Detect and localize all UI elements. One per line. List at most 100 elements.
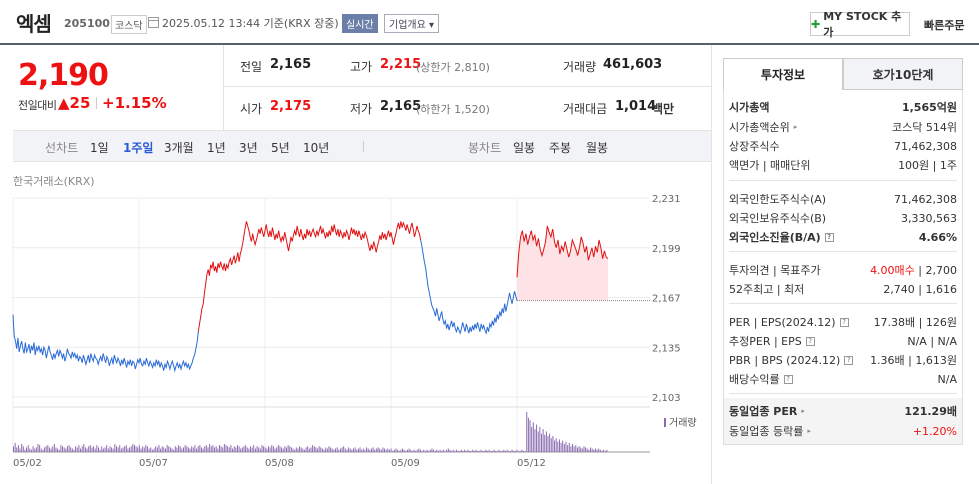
- invest-row-label: 시가총액순위 ▸: [729, 119, 797, 135]
- volume-label: 거래량: [563, 60, 597, 74]
- volume-bar: [287, 445, 289, 452]
- volume-bar: [132, 444, 134, 452]
- volume-bar: [320, 447, 322, 452]
- volume-bar: [473, 450, 475, 452]
- volume-bar: [370, 448, 372, 452]
- opinion-value: 4.00매수: [870, 264, 915, 277]
- invest-row: 동일업종 등락률 ▸ +1.20%: [729, 422, 957, 440]
- add-mystock-button[interactable]: ✚ MY STOCK 추가: [810, 10, 910, 39]
- volume-bar: [537, 431, 539, 452]
- period-1d[interactable]: 1일: [90, 141, 109, 155]
- help-icon[interactable]: ?: [824, 232, 834, 242]
- period-3m[interactable]: 3개월: [164, 141, 194, 155]
- volume-bar: [272, 446, 274, 452]
- volume-bar: [480, 449, 482, 452]
- invest-row-value: 17.38배 | 126원: [874, 314, 957, 330]
- period-divider: [363, 141, 364, 152]
- invest-row-value-text: 코스닥 514위: [892, 121, 957, 134]
- candle-monthly[interactable]: 월봉: [586, 141, 609, 155]
- tab-invest-info[interactable]: 투자정보: [723, 58, 843, 90]
- volume-bar: [523, 450, 524, 452]
- invest-row-label: PBR | BPS (2024.12)?: [729, 354, 854, 367]
- timestamp: 2025.05.12 13:44 기준(KRX 장중): [162, 17, 339, 30]
- change-label: 전일대비: [18, 99, 57, 112]
- period-1y[interactable]: 1년: [207, 141, 226, 155]
- volume-bar: [392, 450, 394, 452]
- volume-bar: [375, 448, 377, 452]
- volume-bar: [411, 450, 413, 452]
- volume-bar: [112, 448, 114, 452]
- volume-bar: [91, 447, 93, 452]
- invest-row-value: 4.66%: [919, 231, 957, 244]
- volume-bar: [353, 448, 354, 452]
- chevron-right-icon[interactable]: ▸: [807, 427, 811, 435]
- volume-bar: [40, 448, 42, 452]
- lower-limit: (하한가 1,520): [416, 103, 490, 116]
- tab-order-book[interactable]: 호가10단계: [843, 58, 963, 90]
- volume-bar: [603, 449, 605, 452]
- volume-bar: [415, 450, 417, 452]
- period-1w[interactable]: 1주일: [123, 141, 154, 155]
- volume-bar: [258, 447, 260, 452]
- invest-row-value-text: | 2,700: [914, 264, 957, 277]
- invest-row-label-text: 상장주식수: [729, 140, 780, 153]
- help-icon[interactable]: ?: [805, 336, 815, 346]
- volume-bar: [96, 445, 98, 452]
- current-price: 2,190: [18, 58, 109, 93]
- volume-bar: [84, 447, 86, 452]
- volume-bar: [42, 449, 44, 452]
- volume-bar: [426, 449, 428, 452]
- invest-row-label-text: 외국인보유주식수(B): [729, 212, 827, 225]
- volume-bar: [341, 447, 343, 452]
- quick-order-link[interactable]: 빠른주문: [924, 19, 965, 32]
- volume-bar: [117, 447, 119, 452]
- invest-row-value-text: 3,330,563: [901, 211, 957, 225]
- candle-daily[interactable]: 일봉: [513, 141, 536, 155]
- period-5y[interactable]: 5년: [271, 141, 290, 155]
- volume-bar: [552, 436, 554, 452]
- price-change-percent: +1.15%: [102, 94, 167, 112]
- period-3y[interactable]: 3년: [239, 141, 258, 155]
- volume-bar: [101, 446, 103, 452]
- x-tick-label: 05/07: [139, 458, 168, 469]
- help-icon[interactable]: ?: [839, 317, 849, 327]
- volume-bar: [261, 445, 263, 452]
- volume-bar: [349, 448, 351, 452]
- volume-bar: [127, 448, 129, 452]
- low-label: 저가: [350, 102, 373, 116]
- volume-bar: [400, 449, 402, 452]
- volume-bar: [39, 445, 41, 452]
- chevron-right-icon[interactable]: ▸: [801, 407, 805, 415]
- volume-bar: [99, 449, 101, 452]
- add-mystock-label: MY STOCK 추가: [823, 10, 902, 39]
- volume-bar: [315, 447, 317, 452]
- volume-bar: [44, 447, 46, 452]
- volume-bar: [308, 448, 310, 452]
- volume-bar: [527, 417, 529, 452]
- invest-row-value: 1,565억원: [902, 99, 957, 115]
- volume-bar: [303, 449, 305, 452]
- help-icon[interactable]: ?: [783, 374, 793, 384]
- volume-bar: [34, 448, 36, 452]
- invest-row-value-text: 4.66%: [918, 230, 957, 244]
- volume-bar: [351, 449, 353, 452]
- volume-bar: [30, 449, 32, 452]
- realtime-button[interactable]: 실시간: [342, 14, 378, 33]
- invest-row: 외국인보유주식수(B) 3,330,563: [729, 209, 957, 227]
- volume-bar: [544, 434, 546, 452]
- volume-bar: [194, 445, 196, 452]
- invest-row-label-text: 52주최고 | 최저: [729, 283, 805, 296]
- company-info-button[interactable]: 기업개요 ▾: [384, 14, 439, 33]
- volume-bar: [501, 450, 503, 452]
- candle-weekly[interactable]: 주봉: [549, 141, 572, 155]
- volume-bar: [184, 445, 186, 452]
- chevron-right-icon[interactable]: ▸: [793, 123, 798, 131]
- invest-row-value: 71,462,308: [894, 193, 957, 206]
- invest-row-label-text: 투자의견 | 목표주가: [729, 264, 821, 277]
- period-10y[interactable]: 10년: [303, 141, 330, 155]
- invest-row-label: 시가총액: [729, 99, 769, 115]
- volume-bar: [227, 446, 229, 452]
- help-icon[interactable]: ?: [844, 355, 854, 365]
- volume-bar: [191, 446, 193, 452]
- invest-row-value-text: 1,565억원: [901, 101, 957, 114]
